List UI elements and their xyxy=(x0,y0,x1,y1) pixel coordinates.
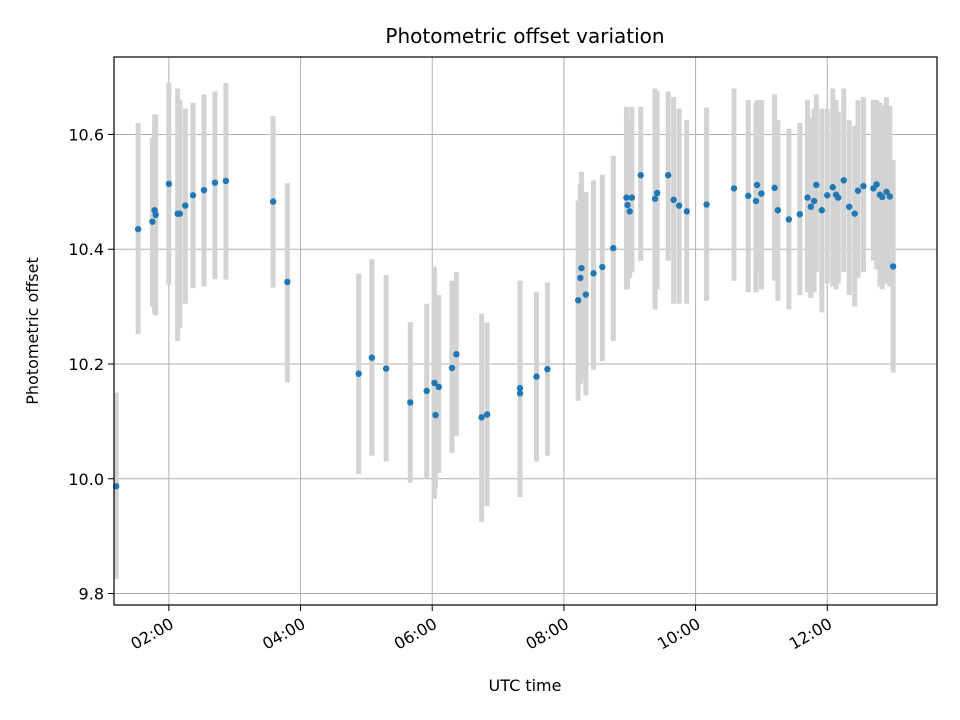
data-point xyxy=(835,194,842,201)
data-point xyxy=(683,208,691,215)
data-point xyxy=(854,187,862,194)
y-tick-label: 9.8 xyxy=(79,585,104,604)
data-point xyxy=(149,218,156,225)
data-point xyxy=(730,185,738,192)
x-tick-label: 12:00 xyxy=(786,614,835,654)
data-point xyxy=(771,184,778,192)
data-point xyxy=(664,172,672,179)
data-point xyxy=(355,370,362,377)
data-point xyxy=(610,244,617,252)
data-point xyxy=(796,211,804,218)
data-point xyxy=(818,207,825,214)
data-point xyxy=(284,278,291,286)
data-point xyxy=(753,181,761,189)
x-axis-ticks: 02:00 04:00 06:00 08:00 10:00 12:00 xyxy=(127,605,835,654)
data-point xyxy=(824,192,831,199)
data-point xyxy=(211,179,219,186)
data-point xyxy=(860,182,867,190)
data-point xyxy=(758,190,765,197)
data-point xyxy=(432,411,439,419)
x-tick-label: 02:00 xyxy=(127,614,176,654)
error-bars xyxy=(113,82,896,580)
data-point xyxy=(533,373,540,380)
data-point xyxy=(577,274,584,282)
data-point xyxy=(200,186,208,194)
data-point xyxy=(745,192,752,200)
x-axis-label: UTC time xyxy=(489,676,562,695)
data-point xyxy=(382,365,390,372)
data-point xyxy=(435,383,443,391)
data-point xyxy=(628,194,636,201)
data-point xyxy=(883,188,890,196)
data-point xyxy=(165,180,173,188)
data-point xyxy=(873,181,880,188)
data-point xyxy=(651,195,659,202)
data-point xyxy=(774,207,782,214)
data-point xyxy=(189,192,197,199)
data-point xyxy=(807,203,815,210)
data-point xyxy=(851,210,858,217)
data-point xyxy=(810,197,818,205)
data-point xyxy=(478,414,485,421)
data-point xyxy=(590,270,597,277)
y-tick-label: 10.4 xyxy=(68,240,104,259)
data-point xyxy=(176,210,184,217)
data-point xyxy=(752,197,760,205)
data-point xyxy=(516,390,524,397)
data-point xyxy=(578,264,585,272)
data-point xyxy=(829,184,836,191)
data-point xyxy=(653,189,661,197)
data-point xyxy=(134,225,142,233)
data-point xyxy=(813,181,820,189)
data-point xyxy=(368,354,376,361)
y-axis-ticks: 9.8 10.0 10.2 10.4 10.6 xyxy=(68,125,114,604)
data-point xyxy=(544,365,551,373)
plot-frame xyxy=(113,56,938,606)
y-axis-label: Photometric offset xyxy=(23,257,42,405)
data-point xyxy=(182,202,189,209)
data-point xyxy=(886,193,894,200)
data-point xyxy=(448,364,456,372)
data-point xyxy=(623,194,630,201)
data-point xyxy=(152,211,159,219)
data-point xyxy=(516,384,524,392)
data-point xyxy=(804,194,811,201)
x-tick-label: 10:00 xyxy=(654,614,703,654)
chart-title: Photometric offset variation xyxy=(385,24,664,48)
data-point xyxy=(423,387,430,395)
x-tick-label: 06:00 xyxy=(391,614,440,654)
data-points xyxy=(112,172,897,490)
data-point xyxy=(574,297,582,304)
data-point xyxy=(626,208,633,215)
data-point xyxy=(269,198,277,205)
y-tick-label: 10.6 xyxy=(68,125,104,144)
data-point xyxy=(846,203,853,210)
y-tick-label: 10.0 xyxy=(68,470,104,489)
data-point xyxy=(407,399,414,406)
data-point xyxy=(431,379,438,387)
data-point xyxy=(624,201,631,209)
data-point xyxy=(222,177,230,185)
data-point xyxy=(785,216,793,223)
data-point xyxy=(582,291,590,298)
data-point xyxy=(453,351,460,358)
data-point xyxy=(889,263,897,270)
data-point xyxy=(840,177,847,184)
data-point xyxy=(670,196,677,204)
y-tick-label: 10.2 xyxy=(68,355,104,374)
data-point xyxy=(675,202,683,209)
data-point xyxy=(599,263,606,271)
data-point xyxy=(878,193,886,201)
data-point xyxy=(703,201,710,208)
x-tick-label: 04:00 xyxy=(259,614,308,654)
data-point xyxy=(483,411,491,418)
x-tick-label: 08:00 xyxy=(522,614,571,654)
data-point xyxy=(637,172,644,179)
